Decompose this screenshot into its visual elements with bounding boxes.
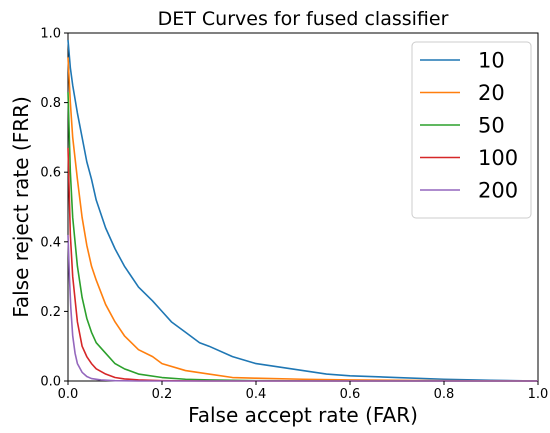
y-tick-label: 1.0 xyxy=(40,27,61,42)
x-tick-label: 1.0 xyxy=(528,387,549,402)
y-axis-label: False reject rate (FRR) xyxy=(9,96,33,318)
legend-label-20: 20 xyxy=(478,81,505,105)
legend: 10 20 50 100 200 xyxy=(411,41,532,219)
plot-area: 0.0 0.2 0.4 0.6 0.8 1.0 0.0 0.2 0.4 0.6 0.8 1.0 xyxy=(40,27,548,403)
series-line-200 xyxy=(67,234,538,382)
legend-label-50: 50 xyxy=(478,114,505,138)
x-axis-ticks: 0.0 0.2 0.4 0.6 0.8 1.0 xyxy=(58,381,549,402)
series-line-20 xyxy=(67,57,539,382)
chart-title: DET Curves for fused classifier xyxy=(158,8,449,30)
legend-label-10: 10 xyxy=(478,49,505,73)
legend-label-200: 200 xyxy=(478,179,518,203)
legend-items: 10 20 50 100 200 xyxy=(420,49,518,203)
y-tick-label: 0.4 xyxy=(40,235,61,250)
y-tick-label: 0.6 xyxy=(40,166,61,181)
y-tick-label: 0.2 xyxy=(40,305,61,320)
x-tick-label: 0.2 xyxy=(152,387,173,402)
x-tick-label: 0.4 xyxy=(246,387,267,402)
x-tick-label: 0.8 xyxy=(434,387,455,402)
legend-box xyxy=(411,41,532,219)
series-lines xyxy=(67,39,539,382)
series-line-10 xyxy=(67,39,539,382)
legend-label-100: 100 xyxy=(478,146,518,170)
series-line-50 xyxy=(67,92,538,382)
y-axis-ticks: 0.0 0.2 0.4 0.6 0.8 1.0 xyxy=(40,27,68,390)
y-tick-label: 0.8 xyxy=(40,96,61,111)
x-tick-label: 0.6 xyxy=(340,387,361,402)
x-tick-label: 0.0 xyxy=(58,387,79,402)
y-tick-label: 0.0 xyxy=(40,375,61,390)
x-axis-label: False accept rate (FAR) xyxy=(188,403,418,427)
